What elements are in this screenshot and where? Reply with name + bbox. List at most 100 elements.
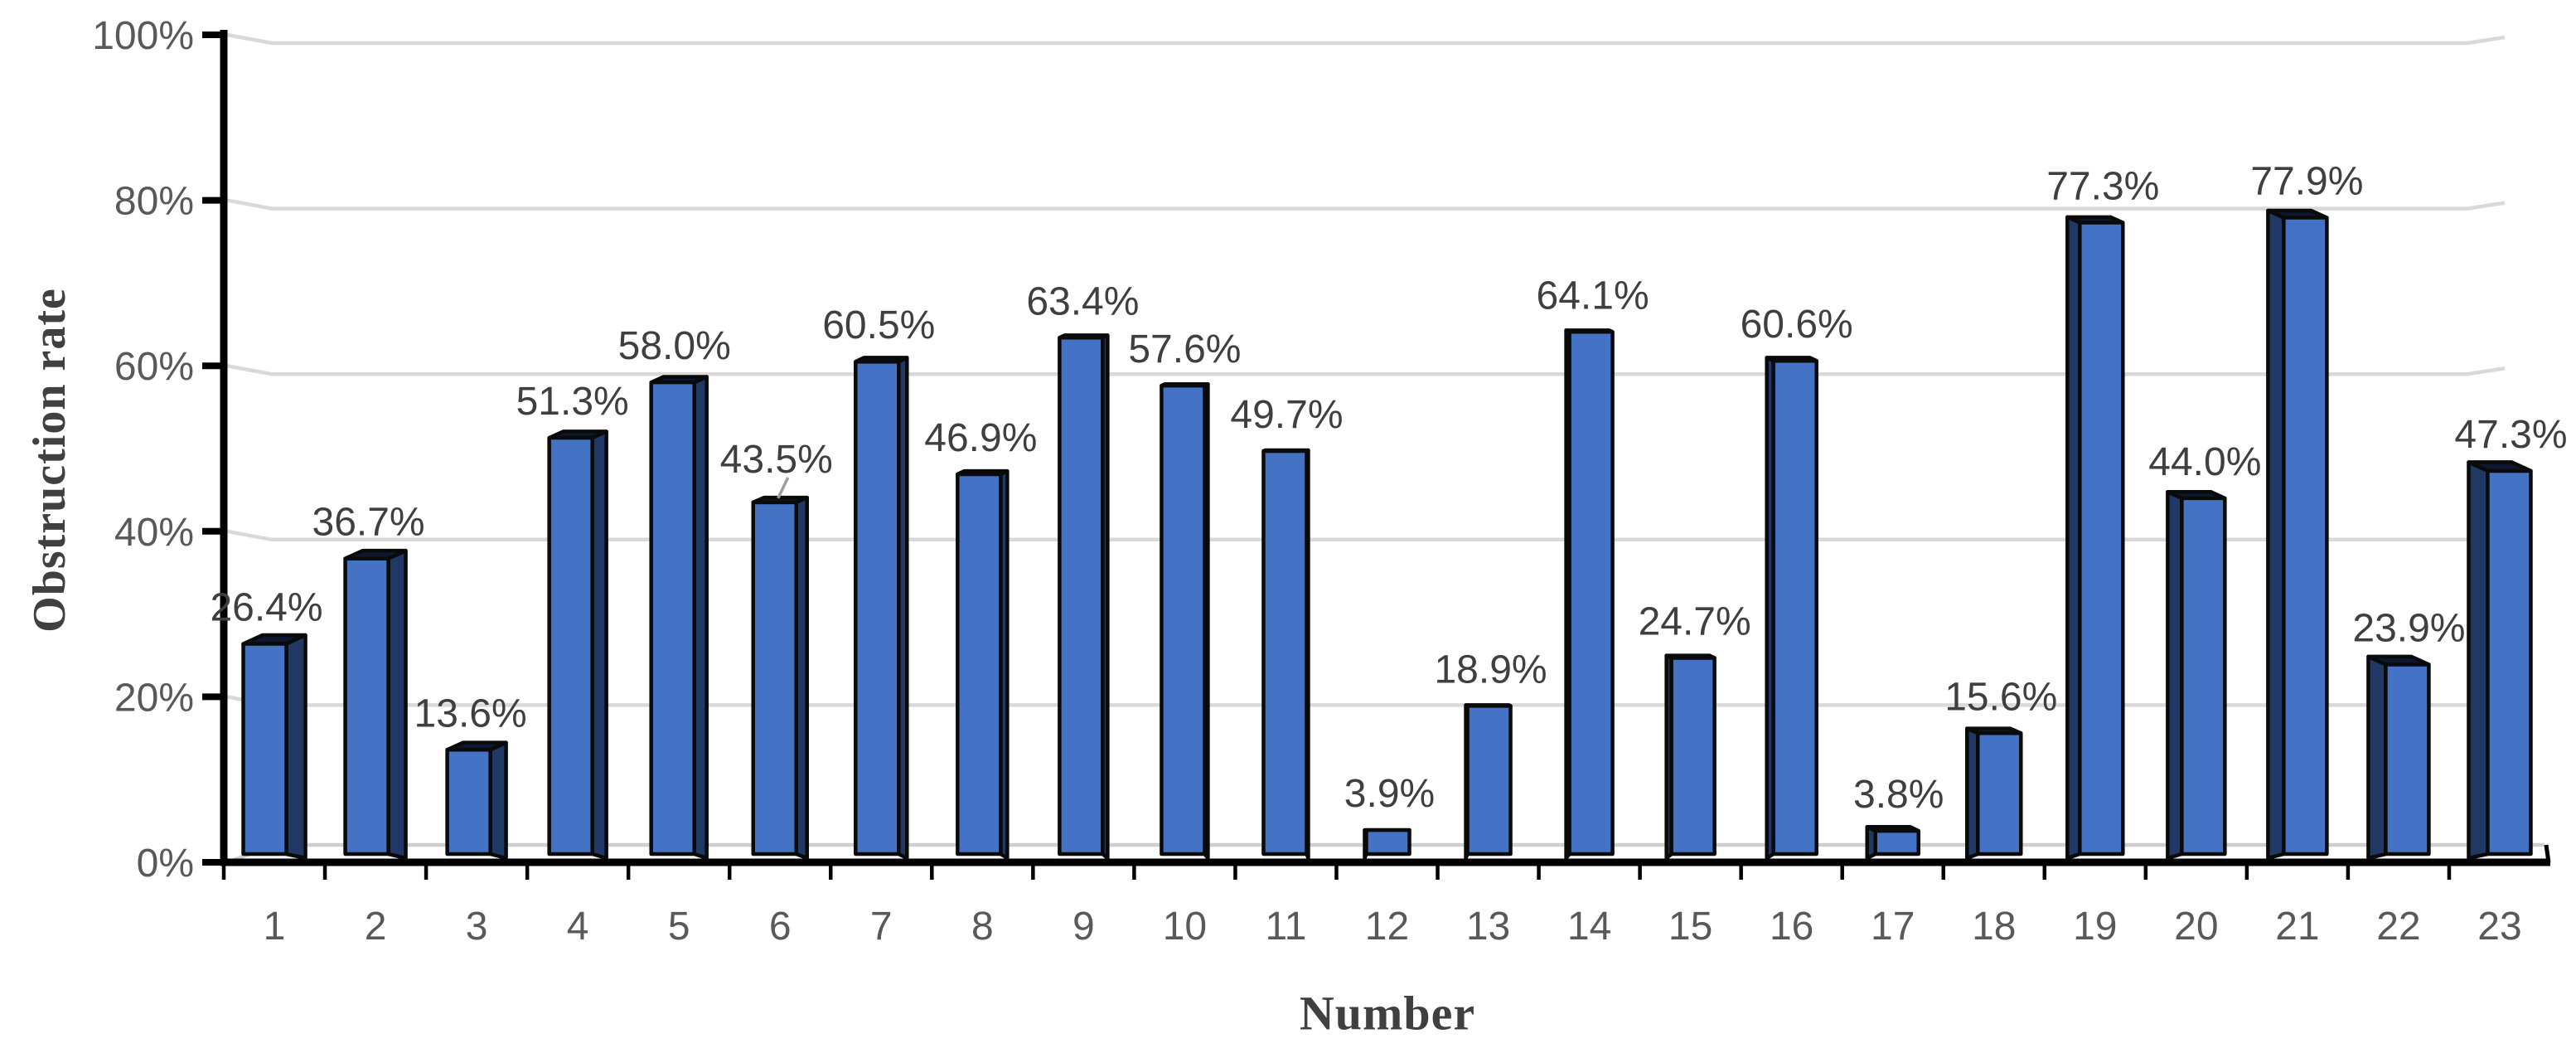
bar-side-face	[386, 548, 408, 861]
bar-front-face	[1873, 828, 1920, 856]
bar-19	[2065, 215, 2125, 861]
x-tick-label-18: 18	[1972, 905, 2016, 949]
bar-side-face	[590, 429, 608, 861]
bar-value-label-22: 23.9%	[2352, 606, 2465, 650]
bar-side-face	[2366, 654, 2388, 861]
x-tick-label-6: 6	[769, 905, 792, 949]
bar-23	[2467, 460, 2533, 861]
bar-front-face	[1567, 330, 1615, 856]
bar-value-label-10: 57.6%	[1128, 328, 1241, 371]
bar-value-label-3: 13.6%	[414, 691, 527, 735]
bar-front-face	[2078, 221, 2125, 856]
bar-front-face	[2384, 662, 2431, 856]
x-tick-label-19: 19	[2073, 905, 2117, 949]
bar-front-face	[241, 642, 288, 856]
y-tick-label-60%: 60%	[114, 345, 194, 389]
bar-20	[2166, 489, 2227, 861]
x-tick-label-14: 14	[1567, 905, 1611, 949]
bar-15	[1664, 653, 1717, 861]
bar-side-face	[2166, 489, 2184, 861]
y-tick-label-40%: 40%	[114, 511, 194, 555]
bar-13	[1464, 703, 1513, 861]
x-tick-label-9: 9	[1073, 905, 1095, 949]
bar-3	[445, 740, 508, 861]
bar-14	[1564, 328, 1615, 861]
bar-1	[241, 633, 307, 861]
bar-front-face	[343, 556, 390, 856]
bar-side-face	[488, 740, 508, 861]
x-tick-label-8: 8	[971, 905, 994, 949]
x-tick-label-21: 21	[2275, 905, 2319, 949]
bar-value-label-12: 3.9%	[1344, 772, 1435, 816]
bar-value-label-18: 15.6%	[1944, 675, 2057, 719]
bar-front-face	[2180, 496, 2227, 856]
bar-value-label-20: 44.0%	[2148, 440, 2261, 484]
bar-side-face	[2266, 208, 2286, 861]
bar-21	[2266, 208, 2329, 861]
bar-value-label-1: 26.4%	[210, 586, 322, 630]
bar-value-label-19: 77.3%	[2046, 165, 2159, 209]
x-tick-label-12: 12	[1365, 905, 1409, 949]
x-axis-title: Number	[1299, 986, 1476, 1041]
bar-front-face	[445, 748, 492, 856]
bar-11	[1261, 448, 1310, 861]
bar-6	[751, 495, 809, 861]
x-tick-label-10: 10	[1163, 905, 1207, 949]
x-tick-label-16: 16	[1770, 905, 1813, 949]
gridline-60%	[226, 363, 2506, 376]
x-tick-label-5: 5	[668, 905, 690, 949]
x-tick-label-23: 23	[2477, 905, 2521, 949]
x-tick-label-3: 3	[466, 905, 488, 949]
x-tick-label-2: 2	[365, 905, 387, 949]
bar-front-face	[1771, 358, 1818, 856]
bar-7	[854, 356, 909, 861]
bar-value-label-9: 63.4%	[1026, 279, 1139, 323]
bar-10	[1160, 381, 1210, 861]
bar-front-face	[1364, 827, 1411, 856]
bar-front-face	[1160, 383, 1207, 856]
bar-value-label-4: 51.3%	[516, 380, 629, 424]
y-tick-label-100%: 100%	[92, 14, 194, 58]
bar-8	[956, 468, 1010, 861]
x-tick-label-17: 17	[1871, 905, 1915, 949]
bar-side-face	[2467, 460, 2490, 861]
bar-front-face	[956, 472, 1003, 856]
bar-value-label-21: 77.9%	[2250, 160, 2363, 204]
x-tick-label-7: 7	[870, 905, 893, 949]
bar-4	[547, 429, 608, 861]
bar-16	[1765, 356, 1818, 861]
y-tick-label-20%: 20%	[114, 676, 194, 720]
bar-side-face	[284, 633, 307, 861]
gridline-80%	[226, 198, 2506, 211]
bar-front-face	[1976, 731, 2023, 856]
bar-value-label-16: 60.6%	[1741, 303, 1853, 347]
bar-9	[1058, 333, 1110, 861]
bar-front-face	[854, 359, 901, 856]
y-tick-label-0%: 0%	[137, 842, 194, 886]
bar-value-label-14: 64.1%	[1537, 274, 1649, 318]
bar-value-label-7: 60.5%	[822, 303, 935, 347]
x-tick-label-13: 13	[1466, 905, 1510, 949]
bar-18	[1965, 726, 2023, 861]
bar-value-label-15: 24.7%	[1639, 599, 1751, 643]
y-tick-label-80%: 80%	[114, 180, 194, 224]
label-leader-line	[777, 477, 790, 499]
bar-front-face	[1465, 704, 1513, 856]
bar-value-label-5: 58.0%	[618, 324, 731, 368]
bar-2	[343, 548, 408, 861]
gridline-100%	[226, 32, 2506, 46]
bar-value-label-13: 18.9%	[1434, 648, 1547, 691]
bar-front-face	[1669, 656, 1717, 856]
x-tick-label-1: 1	[264, 905, 286, 949]
bar-front-face	[547, 435, 594, 856]
bar-front-face	[1261, 449, 1309, 856]
x-tick-label-11: 11	[1266, 905, 1307, 949]
bar-front-face	[1058, 336, 1105, 856]
bar-17	[1865, 825, 1920, 861]
bar-front-face	[2486, 468, 2533, 856]
x-tick-label-4: 4	[567, 905, 589, 949]
x-tick-label-15: 15	[1668, 905, 1712, 949]
bar-value-label-11: 49.7%	[1230, 393, 1343, 437]
